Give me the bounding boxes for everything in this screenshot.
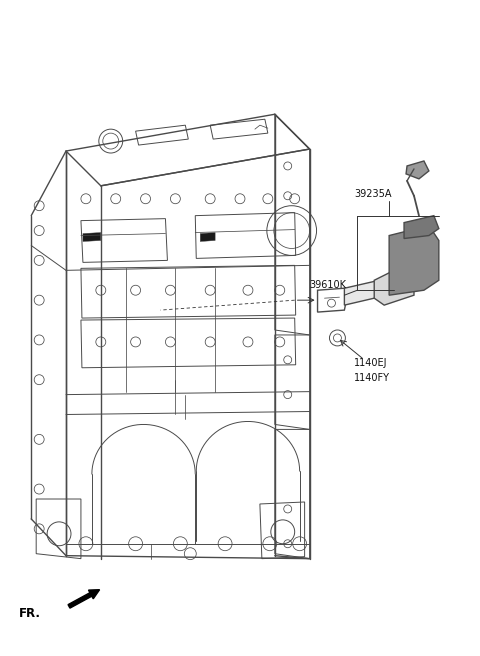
Polygon shape: [83, 233, 101, 241]
FancyArrow shape: [68, 590, 99, 608]
Polygon shape: [200, 233, 215, 241]
Text: 1140EJ: 1140EJ: [354, 358, 388, 368]
Polygon shape: [344, 280, 384, 305]
Polygon shape: [406, 161, 429, 179]
Text: 39610K: 39610K: [310, 280, 347, 290]
Text: 1140FY: 1140FY: [354, 373, 390, 382]
Text: FR.: FR.: [19, 607, 41, 620]
Polygon shape: [374, 266, 414, 305]
Polygon shape: [404, 216, 439, 239]
Polygon shape: [389, 226, 439, 295]
Text: 39235A: 39235A: [354, 189, 392, 199]
